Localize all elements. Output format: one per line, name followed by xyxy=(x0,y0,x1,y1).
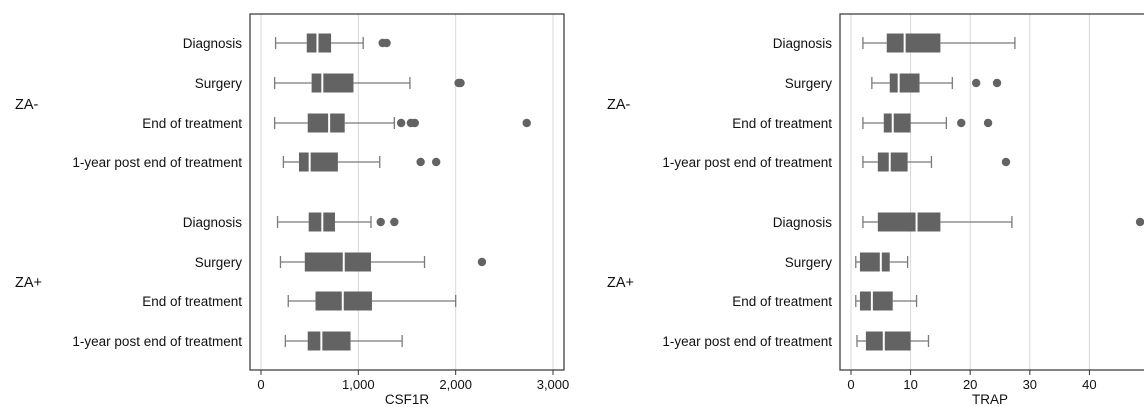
category-label: Surgery xyxy=(195,76,243,91)
box-mark xyxy=(276,212,399,232)
box-mark xyxy=(871,73,1002,93)
category-label: End of treatment xyxy=(732,294,832,309)
x-axis-label: TRAP xyxy=(972,392,1008,407)
iqr-box xyxy=(304,252,371,272)
iqr-box xyxy=(306,33,332,53)
iqr-box xyxy=(889,73,920,93)
category-label: Diagnosis xyxy=(183,36,243,51)
outlier-point xyxy=(432,157,441,167)
box-mark xyxy=(273,113,531,133)
x-tick-label: 20 xyxy=(963,377,977,392)
box-mark xyxy=(284,331,403,351)
category-label: Diagnosis xyxy=(773,215,833,230)
x-tick-label: 3,000 xyxy=(537,377,570,392)
x-tick-label: 10 xyxy=(903,377,917,392)
box-mark xyxy=(862,152,1011,172)
box-mark xyxy=(862,33,1016,53)
box-mark xyxy=(862,113,993,133)
x-tick-label: 2,000 xyxy=(439,377,472,392)
iqr-box xyxy=(877,212,941,232)
category-label: Diagnosis xyxy=(773,36,833,51)
category-label: 1-year post end of treatment xyxy=(662,155,832,170)
x-tick-label: 30 xyxy=(1023,377,1037,392)
group-label: ZA+ xyxy=(607,275,634,291)
outlier-point xyxy=(983,118,993,128)
outlier-point xyxy=(992,78,1002,88)
outlier-point xyxy=(382,38,391,48)
iqr-box xyxy=(311,73,354,93)
outlier-point xyxy=(396,118,406,128)
box-mark xyxy=(274,33,391,53)
outlier-point xyxy=(410,118,419,128)
category-label: End of treatment xyxy=(142,294,242,309)
category-label: 1-year post end of treatment xyxy=(72,334,242,349)
category-label: Surgery xyxy=(785,255,833,270)
plot-frame xyxy=(249,13,565,371)
box-mark xyxy=(279,252,487,272)
group-label: ZA- xyxy=(607,97,631,113)
outlier-point xyxy=(1135,217,1144,227)
box-mark xyxy=(856,331,930,351)
iqr-box xyxy=(865,331,911,351)
box-mark xyxy=(282,152,441,172)
outlier-point xyxy=(971,78,981,88)
category-label: 1-year post end of treatment xyxy=(662,334,832,349)
x-tick-label: 1,000 xyxy=(342,377,375,392)
outlier-point xyxy=(957,118,966,128)
box-mark xyxy=(273,73,465,93)
category-label: End of treatment xyxy=(142,116,242,131)
plot-frame xyxy=(839,13,1144,371)
box-mark xyxy=(855,291,918,311)
iqr-box xyxy=(859,291,893,311)
group-label: ZA+ xyxy=(15,275,42,291)
iqr-box xyxy=(307,113,345,133)
x-tick-label: 40 xyxy=(1082,377,1096,392)
category-label: Diagnosis xyxy=(183,215,243,230)
trap-panel: ZA- Diagnosis Surgery End of treatment 1-yea… xyxy=(607,13,1144,407)
outlier-point xyxy=(416,157,425,167)
iqr-box xyxy=(298,152,338,172)
category-label: Surgery xyxy=(785,76,833,91)
group-label: ZA- xyxy=(15,97,39,113)
iqr-box xyxy=(859,252,890,272)
x-axis-label: CSF1R xyxy=(385,392,430,407)
box-mark xyxy=(855,252,909,272)
outlier-point xyxy=(390,217,399,227)
iqr-box xyxy=(883,113,911,133)
iqr-box xyxy=(886,33,941,53)
outlier-point xyxy=(376,217,385,227)
category-label: End of treatment xyxy=(732,116,832,131)
csf1r-panel: ZA- Diagnosis Surgery End of treatment 1-yea… xyxy=(15,13,570,407)
box-mark xyxy=(862,212,1144,232)
category-label: 1-year post end of treatment xyxy=(72,155,242,170)
x-tick-label: 0 xyxy=(257,377,264,392)
box-mark xyxy=(287,291,457,311)
outlier-point xyxy=(456,78,465,88)
iqr-box xyxy=(307,331,351,351)
x-tick-label: 0 xyxy=(847,377,854,392)
outlier-point xyxy=(522,118,531,128)
iqr-box xyxy=(877,152,908,172)
category-label: Surgery xyxy=(195,255,243,270)
outlier-point xyxy=(477,257,487,267)
outlier-point xyxy=(1001,157,1011,167)
